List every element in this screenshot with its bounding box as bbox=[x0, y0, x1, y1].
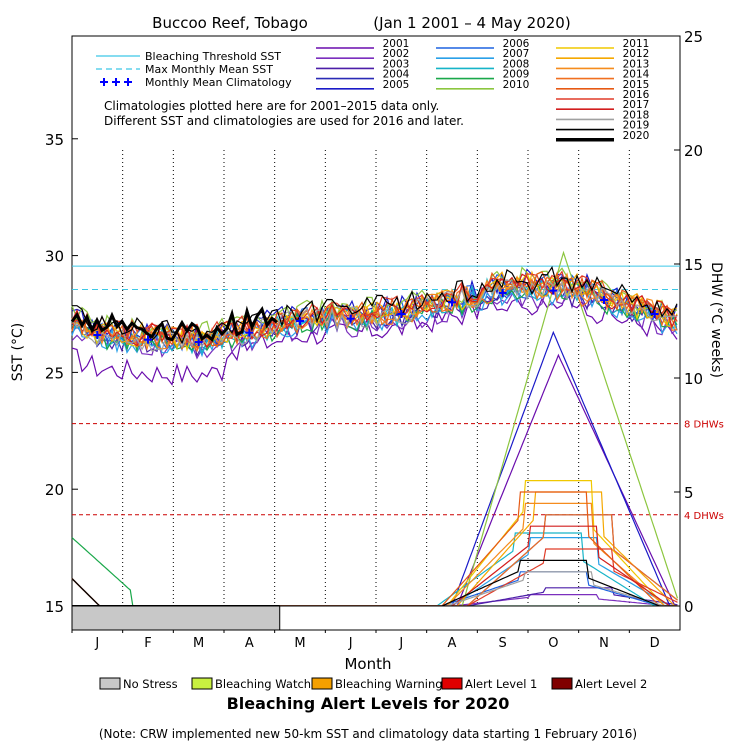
sst-line-2020 bbox=[70, 305, 278, 342]
legend-label-2008: 2008 bbox=[503, 58, 530, 70]
alert-label: Alert Level 2 bbox=[575, 677, 647, 691]
climatology-marker bbox=[549, 286, 558, 295]
legend-threshold-label: Bleaching Threshold SST bbox=[145, 50, 281, 63]
alert-swatch bbox=[311, 677, 333, 690]
alert-swatch bbox=[441, 677, 463, 690]
legend-label-2009: 2009 bbox=[503, 69, 530, 81]
alert-legend: No Stress Bleaching Watch Bleaching Warnin… bbox=[71, 605, 681, 691]
month-tick-label: S bbox=[499, 636, 507, 651]
legend-label-2014: 2014 bbox=[623, 69, 650, 81]
alert-label: Bleaching Warning bbox=[335, 677, 443, 691]
month-tick-label: J bbox=[398, 636, 403, 651]
legend-label-2012: 2012 bbox=[623, 48, 650, 60]
footnote: (Note: CRW implemented new 50-km SST and… bbox=[99, 727, 637, 741]
legend-label-2018: 2018 bbox=[623, 109, 650, 121]
note-line: Climatologies plotted here are for 2001–… bbox=[104, 99, 439, 113]
climatology-marker bbox=[144, 335, 152, 344]
x-axis-label: Month bbox=[344, 655, 391, 673]
climatology-marker bbox=[93, 331, 102, 340]
climatology-marker bbox=[650, 309, 659, 318]
alert-swatch bbox=[191, 677, 213, 690]
dhw-reference-label: 4 DHWs bbox=[684, 511, 724, 522]
climatology-marker bbox=[346, 314, 355, 323]
legend-mmm-label: Max Monthly Mean SST bbox=[145, 63, 273, 76]
legend-label-2004: 2004 bbox=[383, 69, 410, 81]
dhw-tick-label: 5 bbox=[684, 484, 694, 502]
legend-label-2006: 2006 bbox=[503, 38, 530, 50]
climatology-markers bbox=[93, 286, 659, 347]
month-tick-label: A bbox=[245, 636, 254, 651]
alert-label: No Stress bbox=[123, 677, 178, 691]
climatology-marker bbox=[498, 288, 507, 297]
climatology-marker bbox=[194, 338, 203, 347]
legend-label-2011: 2011 bbox=[623, 38, 650, 50]
legend-label-2001: 2001 bbox=[383, 38, 410, 50]
month-tick-label: A bbox=[448, 636, 457, 651]
legend-label-2020: 2020 bbox=[623, 130, 650, 142]
month-tick-label: M bbox=[294, 636, 305, 651]
month-tick-label: O bbox=[548, 636, 558, 651]
month-tick-label: M bbox=[193, 636, 204, 651]
dhw-tick-label: 15 bbox=[684, 256, 703, 274]
sst-tick-label: 15 bbox=[45, 598, 64, 616]
alert-bar-segment bbox=[71, 605, 281, 631]
climatology-marker bbox=[397, 309, 406, 318]
reference-lines: 8 DHWs 4 DHWs bbox=[72, 265, 724, 522]
month-tick-label: D bbox=[650, 636, 660, 651]
alert-swatch bbox=[551, 677, 573, 690]
dhw-tick-label: 10 bbox=[684, 370, 703, 388]
alert-title: Bleaching Alert Levels for 2020 bbox=[227, 694, 510, 713]
legend-label-2005: 2005 bbox=[383, 79, 410, 91]
sst-line-2015 bbox=[71, 271, 678, 350]
alert-label: Alert Level 1 bbox=[465, 677, 537, 691]
legend-label-2013: 2013 bbox=[623, 58, 650, 70]
note-line: Different SST and climatologies are used… bbox=[104, 114, 464, 128]
month-tick-label: F bbox=[144, 636, 151, 651]
month-tick-label: N bbox=[599, 636, 609, 651]
sst-tick-label: 25 bbox=[45, 364, 64, 382]
alert-swatch bbox=[99, 677, 121, 690]
y-axis-label-left: SST (°C) bbox=[10, 323, 26, 381]
sst-line-2019 bbox=[72, 265, 678, 345]
alert-label: Bleaching Watch bbox=[215, 677, 311, 691]
legend-label-2010: 2010 bbox=[503, 79, 530, 91]
sst-tick-label: 30 bbox=[45, 248, 64, 266]
legend-label-2017: 2017 bbox=[623, 99, 650, 111]
y-axis-label-right: DHW (°C weeks) bbox=[708, 262, 724, 378]
legend-label-2003: 2003 bbox=[383, 58, 410, 70]
sst-line-2016 bbox=[71, 270, 678, 345]
legend-label-2015: 2015 bbox=[623, 79, 650, 91]
axes: 15 20 25 30 35 0 5 10 15 20 25 J F M A M J J A S O N D bbox=[45, 28, 703, 651]
legend-label-2016: 2016 bbox=[623, 89, 650, 101]
sst-tick-label: 20 bbox=[45, 481, 64, 499]
month-tick-label: J bbox=[348, 636, 353, 651]
dhw-tick-label: 25 bbox=[684, 28, 703, 46]
legend-label-2007: 2007 bbox=[503, 48, 530, 60]
legend-clim-label: Monthly Mean Climatology bbox=[145, 76, 292, 89]
sst-tick-label: 35 bbox=[45, 131, 64, 149]
climatology-marker bbox=[448, 298, 456, 307]
month-tick-label: J bbox=[94, 636, 99, 651]
chart-date-range: (Jan 1 2001 – 4 May 2020) bbox=[373, 14, 570, 32]
climatology-marker bbox=[600, 295, 608, 304]
legend-label-2002: 2002 bbox=[383, 48, 410, 60]
chart-title: Buccoo Reef, Tobago bbox=[152, 14, 308, 32]
dhw-reference-label: 8 DHWs bbox=[684, 420, 724, 431]
sst-line-2001 bbox=[71, 289, 678, 386]
dhw-tick-label: 0 bbox=[684, 598, 694, 616]
dhw-tick-label: 20 bbox=[684, 142, 703, 160]
climatology-marker bbox=[245, 328, 254, 337]
climatology-marker bbox=[296, 317, 304, 325]
sst-line-2018 bbox=[71, 279, 678, 352]
legend-label-2019: 2019 bbox=[623, 120, 650, 132]
